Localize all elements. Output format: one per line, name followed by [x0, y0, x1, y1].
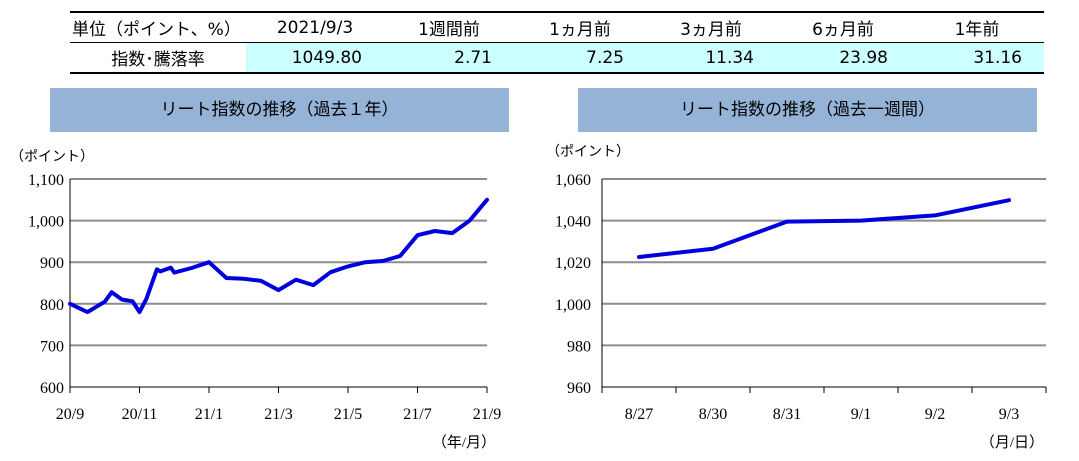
chart2-x-tick-label: 8/31 [773, 406, 801, 423]
chart1-title: リート指数の推移（過去１年） [50, 88, 509, 132]
chart2-y-tick-label: 1,020 [555, 255, 591, 272]
chart1-y-axis-title: （ポイント） [10, 149, 94, 165]
value-1m: 7.25 [514, 42, 646, 74]
chart2-x-tick-label: 9/3 [999, 406, 1019, 423]
chart1-x-tick-label: 20/11 [122, 406, 158, 423]
chart2-y-tick-label: 1,000 [555, 297, 591, 314]
chart1-x-tick-label: 21/7 [403, 406, 431, 423]
chart1-y-tick-label: 800 [40, 297, 64, 314]
chart2-y-tick-label: 960 [567, 380, 591, 397]
chart1-x-tick-label: 21/1 [195, 406, 223, 423]
chart2-x-tick-label: 9/2 [925, 406, 945, 423]
chart2-x-tick-label: 8/30 [699, 406, 727, 423]
value-3m: 11.34 [646, 42, 776, 74]
chart1-y-tick-label: 1,000 [28, 214, 64, 231]
header-1w: 1週間前 [384, 11, 514, 43]
value-6m: 23.98 [776, 42, 910, 74]
chart1-series-line [68, 197, 489, 315]
chart2-y-tick-label: 1,060 [555, 172, 591, 189]
chart2-x-tick-label: 8/27 [625, 406, 653, 423]
chart1-x-tick-label: 20/9 [56, 406, 84, 423]
chart2-y-tick-label: 1,040 [555, 214, 591, 231]
chart1-y-tick-label: 700 [40, 338, 64, 355]
chart2-y-axis-title: （ポイント） [546, 144, 630, 160]
value-1w: 2.71 [384, 42, 514, 74]
chart2-y-tick-label: 980 [567, 338, 591, 355]
chart1-x-tick-label: 21/9 [473, 406, 501, 423]
value-1y: 31.16 [910, 42, 1044, 74]
chart2-title: リート指数の推移（過去一週間） [578, 88, 1037, 132]
header-6m: 6ヵ月前 [776, 11, 910, 43]
chart1-x-tick-label: 21/3 [264, 406, 292, 423]
header-3m: 3ヵ月前 [646, 11, 776, 43]
unit-label: 単位（ポイント、%） [70, 11, 246, 43]
chart2-x-tick-label: 9/1 [851, 406, 871, 423]
header-1m: 1ヵ月前 [514, 11, 646, 43]
index-summary-table: 単位（ポイント、%） 2021/9/3 1週間前 1ヵ月前 3ヵ月前 6ヵ月前 … [70, 11, 1044, 74]
chart2-x-axis-title: （月/日） [980, 434, 1044, 451]
chart1-y-tick-label: 900 [40, 255, 64, 272]
chart1-x-axis-title: （年/月） [432, 434, 496, 451]
value-latest: 1049.80 [246, 42, 384, 74]
header-latest: 2021/9/3 [246, 11, 384, 43]
chart1-y-tick-label: 600 [40, 380, 64, 397]
row-label: 指数･騰落率 [70, 42, 246, 74]
chart1-x-tick-label: 21/5 [334, 406, 362, 423]
chart2-series-line [637, 198, 1011, 259]
chart1-y-tick-label: 1,100 [28, 172, 64, 189]
header-1y: 1年前 [910, 11, 1044, 43]
